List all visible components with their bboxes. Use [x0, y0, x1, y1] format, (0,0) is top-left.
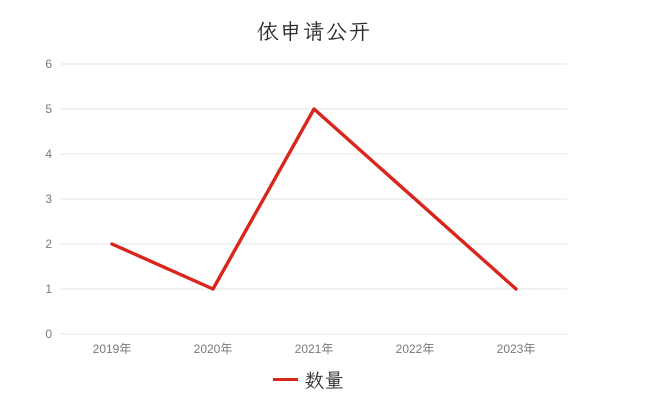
svg-text:1: 1 [45, 282, 52, 296]
svg-text:4: 4 [45, 147, 52, 161]
svg-text:5: 5 [45, 102, 52, 116]
svg-text:2019年: 2019年 [93, 342, 132, 356]
svg-text:2020年: 2020年 [194, 342, 233, 356]
svg-text:2: 2 [45, 237, 52, 251]
svg-text:3: 3 [45, 192, 52, 206]
svg-text:6: 6 [45, 57, 52, 71]
svg-text:0: 0 [45, 327, 52, 341]
svg-text:2023年: 2023年 [497, 342, 536, 356]
svg-text:2022年: 2022年 [396, 342, 435, 356]
svg-text:2021年: 2021年 [295, 342, 334, 356]
